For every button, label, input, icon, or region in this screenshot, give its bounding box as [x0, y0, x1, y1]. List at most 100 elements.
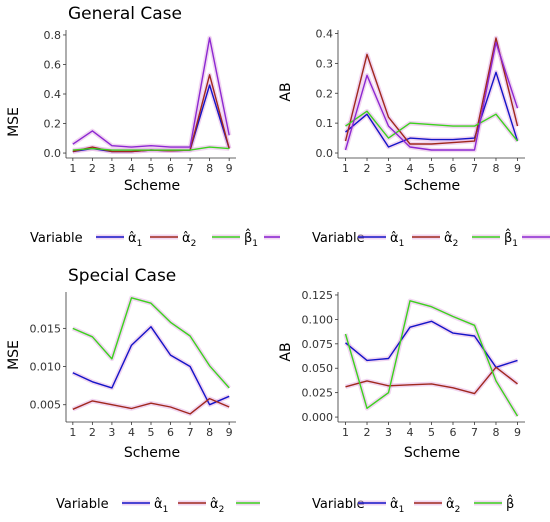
legend-label: α̂1 — [390, 497, 404, 515]
legend-4: Variable α̂1 α̂2 β̂ — [312, 495, 514, 515]
x-tick-label: 9 — [514, 426, 521, 439]
x-tick-label: 7 — [471, 426, 478, 439]
y-tick-label: 0.100 — [302, 313, 334, 326]
y-tick-label: 0.4 — [316, 27, 334, 40]
x-tick-label: 4 — [407, 426, 414, 439]
y-axis-title: AB — [278, 82, 294, 101]
x-tick-label: 4 — [128, 162, 135, 175]
legend-title: Variable — [312, 497, 365, 512]
y-tick-label: 0.1 — [316, 117, 334, 130]
y-tick-label: 0.000 — [302, 411, 334, 424]
y-tick-label: 0.005 — [30, 399, 62, 412]
section-title-special: Special Case — [68, 266, 177, 286]
x-tick-label: 3 — [108, 426, 115, 439]
chart-panel-2: 0.0 0.1 0.2 0.3 0.4 1 2 3 4 5 6 7 8 9 Scheme AB — [278, 27, 525, 194]
legend-2: Variable α̂1 α̂2 β̂1 — [312, 229, 550, 249]
series-line-beta1 — [344, 300, 519, 417]
x-tick-label: 8 — [206, 426, 213, 439]
y-tick-label: 0.8 — [44, 29, 62, 42]
x-tick-label: 6 — [449, 426, 456, 439]
y-tick-label: 0.0 — [316, 147, 334, 160]
x-axis-title: Scheme — [124, 445, 180, 461]
series-line-beta1 — [345, 110, 519, 142]
x-tick-label: 6 — [167, 426, 174, 439]
series-line-alpha2 — [72, 397, 230, 415]
series-line-extra — [72, 37, 230, 148]
x-tick-label: 1 — [69, 162, 76, 175]
legend-3: Variable α̂1 α̂2 — [56, 497, 260, 515]
x-tick-label: 6 — [449, 162, 456, 175]
x-tick-label: 4 — [128, 426, 135, 439]
x-tick-label: 7 — [187, 426, 194, 439]
y-tick-label: 0.010 — [30, 361, 62, 374]
legend-label: α̂2 — [446, 497, 460, 515]
y-tick-label: 0.2 — [316, 87, 334, 100]
y-axis-title: MSE — [6, 340, 22, 370]
x-tick-label: 5 — [148, 426, 155, 439]
legend-title: Variable — [56, 497, 109, 512]
chart-panel-3: 0.005 0.010 0.015 1 2 3 4 5 6 7 8 9 Scheme MSE — [6, 292, 236, 461]
y-tick-label: 0.075 — [302, 338, 334, 351]
x-axis-title: Scheme — [404, 445, 460, 461]
series-line-beta1 — [72, 146, 230, 151]
chart-panel-4: 0.000 0.025 0.050 0.075 0.100 0.125 1 2 3 4 5 6 7 8 9 S… — [278, 289, 525, 461]
series-halo-beta1 — [71, 295, 231, 390]
x-tick-label: 2 — [364, 162, 371, 175]
series-line-alpha2 — [344, 37, 519, 145]
x-tick-label: 2 — [89, 162, 96, 175]
legend-title: Variable — [312, 231, 365, 246]
legend-label: β̂1 — [504, 229, 518, 249]
y-tick-label: 0.0 — [44, 147, 62, 160]
y-tick-label: 0.125 — [302, 289, 334, 302]
series-line-beta1 — [72, 297, 230, 389]
x-tick-label: 1 — [69, 426, 76, 439]
legend-label: α̂1 — [154, 497, 168, 515]
legend-label: α̂1 — [390, 231, 404, 249]
section-title-general: General Case — [68, 4, 183, 24]
legend-label: α̂2 — [210, 497, 224, 515]
x-tick-label: 5 — [148, 162, 155, 175]
y-axis-title: MSE — [6, 107, 22, 137]
series-line-alpha2 — [345, 366, 518, 395]
x-tick-label: 1 — [342, 426, 349, 439]
x-tick-label: 8 — [492, 426, 499, 439]
x-tick-label: 9 — [226, 426, 233, 439]
series-line-alpha1 — [345, 320, 518, 368]
x-tick-label: 2 — [364, 426, 371, 439]
legend-label: α̂1 — [128, 231, 142, 249]
y-tick-label: 0.015 — [30, 322, 62, 335]
y-axis-title: AB — [278, 342, 294, 361]
x-tick-label: 3 — [385, 162, 392, 175]
x-tick-label: 1 — [342, 162, 349, 175]
x-tick-label: 7 — [471, 162, 478, 175]
legend-label: β̂1 — [244, 229, 258, 249]
chart-panel-1: 0.0 0.2 0.4 0.6 0.8 1 2 3 4 5 6 7 8 9 Scheme MSE — [6, 29, 236, 194]
x-tick-label: 5 — [428, 162, 435, 175]
x-tick-label: 9 — [226, 162, 233, 175]
x-tick-label: 4 — [407, 162, 414, 175]
x-tick-label: 8 — [492, 162, 499, 175]
y-tick-label: 0.050 — [302, 362, 334, 375]
legend-1: Variable α̂1 α̂2 β̂1 — [30, 229, 280, 249]
legend-label: β̂ — [506, 495, 514, 512]
y-tick-label: 0.4 — [44, 88, 62, 101]
x-axis-title: Scheme — [124, 178, 180, 194]
legend-label: α̂2 — [182, 231, 196, 249]
x-tick-label: 2 — [89, 426, 96, 439]
series-halo-alpha2 — [72, 72, 232, 154]
x-tick-label: 5 — [428, 426, 435, 439]
x-tick-label: 7 — [187, 162, 194, 175]
y-tick-label: 0.025 — [302, 387, 334, 400]
y-tick-label: 0.6 — [44, 58, 62, 71]
x-tick-label: 3 — [385, 426, 392, 439]
y-tick-label: 0.3 — [316, 57, 334, 70]
series-line-alpha1 — [345, 71, 519, 148]
x-tick-label: 8 — [206, 162, 213, 175]
series-line-alpha1 — [72, 326, 230, 406]
y-tick-label: 0.2 — [44, 118, 62, 131]
legend-title: Variable — [30, 231, 83, 246]
legend-label: α̂2 — [444, 231, 458, 249]
x-tick-label: 9 — [514, 162, 521, 175]
x-tick-label: 6 — [167, 162, 174, 175]
